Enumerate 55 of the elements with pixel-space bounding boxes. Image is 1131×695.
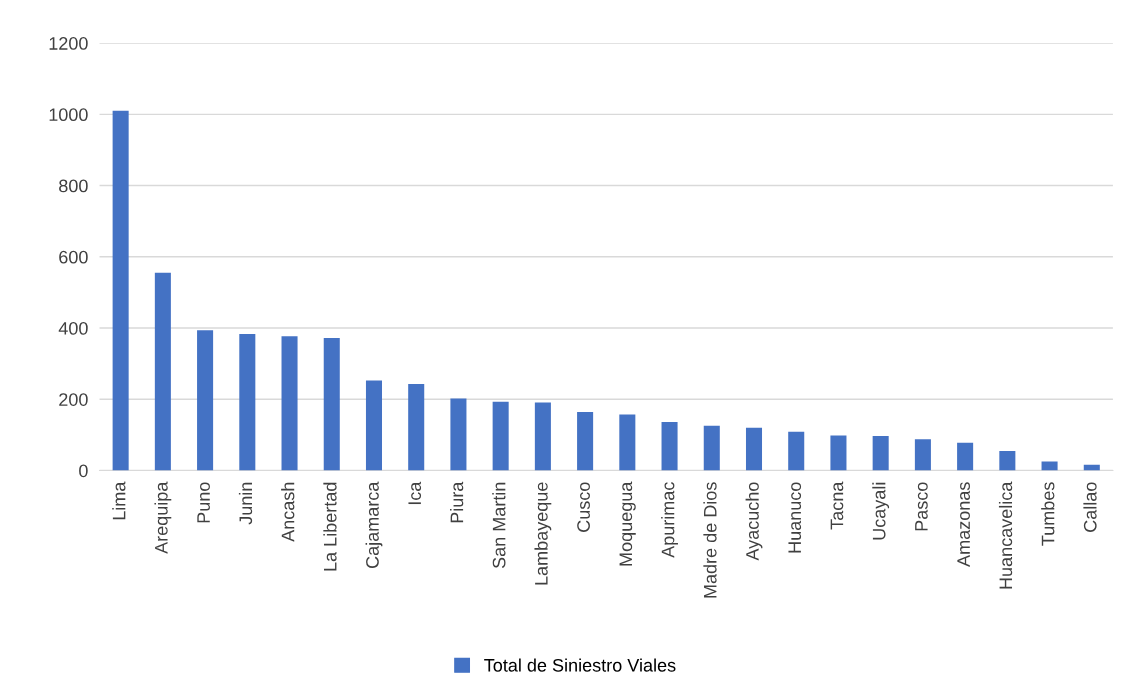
bar (661, 422, 678, 471)
bar (788, 431, 805, 471)
x-tick-label: Moquegua (619, 481, 636, 566)
x-tick-label: Huancavelica (998, 481, 1013, 589)
y-tick-label: 400 (58, 321, 88, 335)
bar (492, 401, 509, 471)
bar (408, 383, 425, 471)
bar (154, 272, 171, 471)
y-tick-label: 800 (59, 179, 88, 193)
x-tick-label: Madre de Dios (703, 482, 717, 598)
bar (112, 110, 129, 471)
x-tick-label: Pasco (915, 482, 928, 531)
bar (323, 338, 340, 471)
x-tick-label: Lima (112, 481, 126, 520)
x-tick-label: Arequipa (154, 481, 172, 554)
y-tick-label: 1200 (49, 37, 88, 50)
bar (872, 435, 889, 471)
x-tick-label: Lambayeque (534, 482, 552, 585)
x-tick-label: Huanuco (788, 482, 802, 553)
x-tick-label: La Libertad (323, 482, 337, 571)
x-tick-label: Ica (408, 481, 422, 505)
bar (830, 435, 847, 471)
bar (197, 330, 214, 471)
x-tick-label: Ucayali (872, 482, 890, 540)
bar (239, 334, 256, 471)
x-tick-label: Apurimac (661, 482, 678, 558)
x-tick-label: Amazonas (957, 482, 970, 567)
bar (1041, 461, 1058, 471)
bar (957, 442, 974, 471)
bar (281, 336, 298, 471)
bar (619, 414, 636, 471)
bar (745, 427, 763, 471)
x-tick-label: Cajamarca (365, 481, 383, 568)
bar (534, 402, 551, 471)
y-tick-label: 200 (59, 393, 88, 406)
x-tick-label: Tumbes (1041, 482, 1055, 546)
bar (577, 412, 594, 471)
x-tick-label: Junin (238, 482, 253, 525)
y-tick-label: 0 (79, 464, 88, 478)
bar (365, 380, 383, 471)
x-tick-label: Ayacucho (745, 482, 763, 561)
x-tick-label: Puno (197, 482, 210, 523)
bar (999, 450, 1016, 471)
x-tick-label: Tacna (830, 481, 844, 530)
bar (450, 398, 467, 471)
bar (703, 425, 720, 471)
bar (914, 439, 931, 471)
x-tick-label: San Martin (492, 482, 506, 569)
x-tick-label: Piura (450, 481, 464, 523)
x-tick-label: Ancash (281, 482, 295, 542)
legend-label: Total de Siniestro Viales (484, 658, 676, 672)
y-tick-label: 1000 (49, 108, 88, 122)
x-tick-label: Callao (1083, 482, 1097, 532)
x-tick-label: Cusco (577, 482, 590, 532)
y-tick-label: 600 (59, 250, 88, 264)
